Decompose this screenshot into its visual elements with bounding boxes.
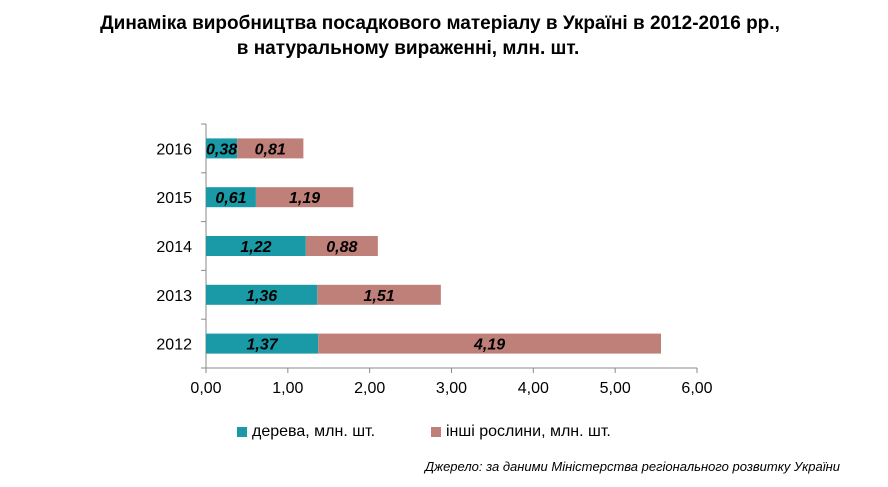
chart-bars [206, 138, 661, 354]
x-tick-label: 6,00 [681, 380, 712, 397]
x-tick-label: 3,00 [436, 380, 467, 397]
y-tick-label: 2013 [156, 288, 192, 305]
data-label: 0,61 [215, 190, 246, 207]
bar-segment-trees [206, 236, 306, 256]
legend-swatch-other-plants [431, 427, 441, 437]
bar-segment-trees [206, 284, 318, 305]
chart-legend: дерева, млн. шт. інші рослини, млн. шт. [0, 422, 888, 444]
x-tick-label: 4,00 [518, 380, 549, 397]
legend-label-other-plants: інші рослини, млн. шт. [446, 423, 611, 440]
bar-segment-other-plants [305, 236, 378, 256]
y-tick-label: 2015 [156, 190, 192, 207]
legend-label-trees: дерева, млн. шт. [252, 423, 376, 440]
chart-title-line-1: Динаміка виробництва посадкового матеріа… [100, 13, 780, 34]
y-tick-label: 2014 [156, 239, 192, 256]
y-tick-label: 2016 [156, 141, 192, 158]
bar-segment-other-plants [317, 284, 441, 305]
bar-segment-trees [206, 187, 256, 208]
legend-item-trees: дерева, млн. шт. [237, 422, 375, 442]
bar-segment-other-plants [255, 187, 354, 208]
chart-title-line-2: в натуральному вираженні, млн. шт. [236, 38, 580, 59]
y-tick-label: 2012 [156, 337, 192, 354]
bar-segment-other-plants [318, 333, 661, 354]
x-tick-label: 2,00 [354, 380, 385, 397]
bar-segment-trees [206, 333, 319, 354]
x-tick-label: 5,00 [600, 380, 631, 397]
bar-segment-trees [206, 138, 238, 159]
bar-segment-other-plants [237, 138, 304, 159]
data-label: 0,38 [206, 141, 237, 158]
data-label: 0,88 [326, 239, 357, 256]
data-label: 1,36 [246, 288, 277, 305]
source-note: Джерело: за даними Міністерства регіонал… [424, 459, 840, 474]
chart-axes: 0,00 1,00 2,00 3,00 4,00 5,00 6,00 2012 2013 2014… [156, 123, 713, 397]
data-label: 1,22 [240, 239, 271, 256]
data-label: 1,19 [289, 190, 320, 207]
legend-item-other-plants: інші рослини, млн. шт. [431, 422, 611, 442]
x-tick-label: 1,00 [272, 380, 303, 397]
data-label: 4,19 [473, 337, 505, 354]
x-tick-label: 0,00 [190, 380, 221, 397]
data-label: 1,37 [246, 337, 278, 354]
legend-swatch-trees [237, 427, 247, 437]
data-label: 1,51 [364, 288, 395, 305]
data-label: 0,81 [255, 141, 286, 158]
chart-data-labels: 1,37 4,19 1,36 1,51 1,22 0,88 0,61 1,19 0,38 0,81 [206, 141, 505, 353]
